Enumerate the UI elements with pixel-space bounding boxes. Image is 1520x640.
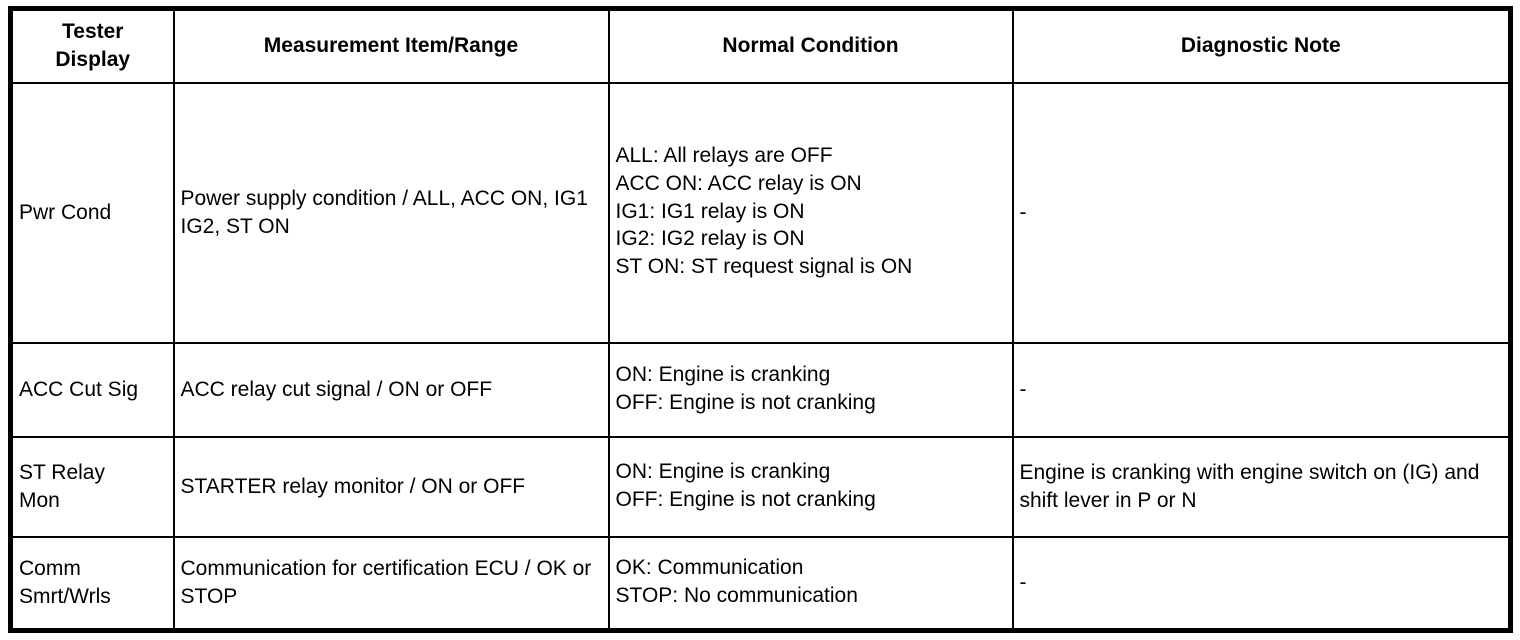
normal-condition-line: STOP: No communication bbox=[615, 583, 858, 607]
cell-diagnostic-note: Engine is cranking with engine switch on… bbox=[1011, 435, 1512, 538]
cell-tester-display: ST Relay Mon bbox=[9, 435, 175, 538]
cell-normal-condition: ALL: All relays are OFF ACC ON: ACC relay… bbox=[607, 81, 1014, 344]
normal-condition-line: ALL: All relays are OFF bbox=[615, 143, 833, 167]
normal-condition-line: ST ON: ST request signal is ON bbox=[615, 255, 913, 279]
normal-condition-line: ACC ON: ACC relay is ON bbox=[615, 171, 862, 195]
normal-condition-line: OK: Communication bbox=[615, 555, 804, 579]
cell-normal-condition: ON: Engine is cranking OFF: Engine is not… bbox=[607, 341, 1014, 438]
cell-tester-display: ACC Cut Sig bbox=[9, 341, 175, 438]
cell-tester-display: Comm Smrt/Wrls bbox=[9, 535, 175, 632]
table-body: Pwr Cond Power supply condition / ALL, AC… bbox=[9, 81, 1512, 632]
normal-condition-line: IG2: IG2 relay is ON bbox=[615, 227, 805, 251]
cell-measurement-item-range: STARTER relay monitor / ON or OFF bbox=[172, 435, 610, 538]
normal-condition-list: ON: Engine is cranking OFF: Engine is not… bbox=[611, 452, 1011, 522]
cell-diagnostic-note: - bbox=[1011, 341, 1512, 438]
diagnostic-data-table: Tester Display Measurement Item/Range No… bbox=[8, 6, 1513, 633]
normal-condition-list: ALL: All relays are OFF ACC ON: ACC relay… bbox=[611, 136, 1011, 290]
cell-normal-condition: ON: Engine is cranking OFF: Engine is not… bbox=[607, 435, 1014, 538]
normal-condition-list: OK: Communication STOP: No communication bbox=[611, 548, 1011, 618]
table-row: ACC Cut Sig ACC relay cut signal / ON or … bbox=[9, 341, 1512, 438]
table-row: ST Relay Mon STARTER relay monitor / ON o… bbox=[9, 435, 1512, 538]
table-header: Tester Display Measurement Item/Range No… bbox=[9, 7, 1512, 84]
table-row: Comm Smrt/Wrls Communication for certific… bbox=[9, 535, 1512, 632]
cell-normal-condition: OK: Communication STOP: No communication bbox=[607, 535, 1014, 632]
normal-condition-list: ON: Engine is cranking OFF: Engine is not… bbox=[611, 355, 1011, 425]
cell-diagnostic-note: - bbox=[1011, 535, 1512, 632]
header-diagnostic-note: Diagnostic Note bbox=[1011, 7, 1512, 84]
header-normal-condition: Normal Condition bbox=[607, 7, 1014, 84]
cell-diagnostic-note: - bbox=[1011, 81, 1512, 344]
cell-measurement-item-range: Power supply condition / ALL, ACC ON, IG… bbox=[172, 81, 610, 344]
normal-condition-line: IG1: IG1 relay is ON bbox=[615, 199, 805, 223]
header-tester-display: Tester Display bbox=[9, 7, 175, 84]
cell-measurement-item-range: Communication for certification ECU / OK… bbox=[172, 535, 610, 632]
table-row: Pwr Cond Power supply condition / ALL, AC… bbox=[9, 81, 1512, 344]
header-measurement-item-range: Measurement Item/Range bbox=[172, 7, 610, 84]
cell-tester-display: Pwr Cond bbox=[9, 81, 175, 344]
normal-condition-line: OFF: Engine is not cranking bbox=[615, 390, 876, 414]
normal-condition-line: OFF: Engine is not cranking bbox=[615, 487, 876, 511]
header-row: Tester Display Measurement Item/Range No… bbox=[9, 7, 1512, 84]
normal-condition-line: ON: Engine is cranking bbox=[615, 362, 831, 386]
normal-condition-line: ON: Engine is cranking bbox=[615, 459, 831, 483]
cell-measurement-item-range: ACC relay cut signal / ON or OFF bbox=[172, 341, 610, 438]
